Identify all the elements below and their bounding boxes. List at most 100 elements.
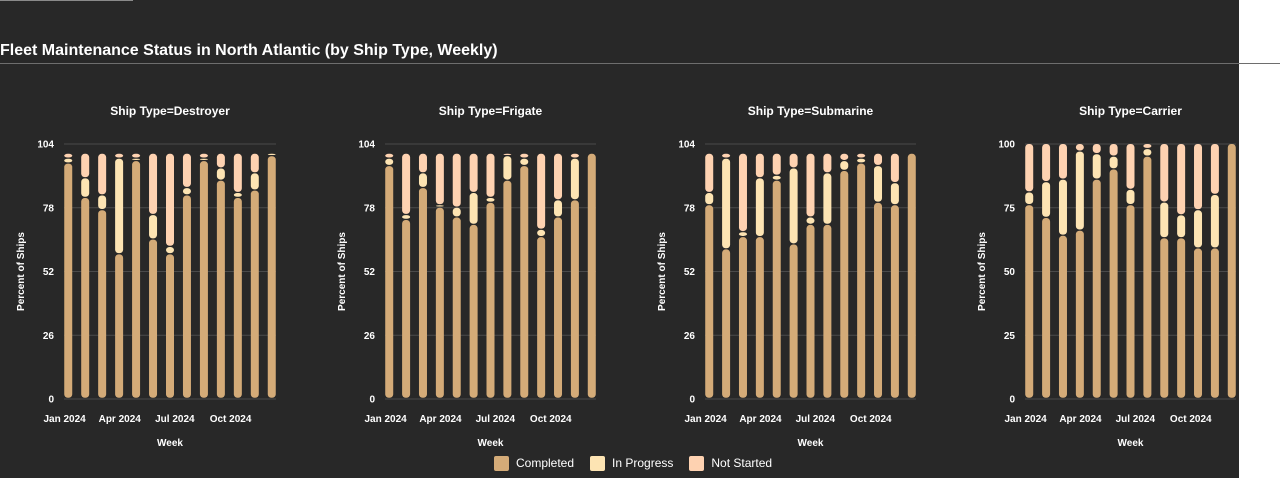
bar-completed[interactable] bbox=[722, 249, 731, 398]
bar-in-progress[interactable] bbox=[874, 166, 883, 202]
bar-not-started[interactable] bbox=[1058, 144, 1067, 179]
bar-in-progress[interactable] bbox=[250, 173, 259, 190]
bar-not-started[interactable] bbox=[1042, 144, 1051, 182]
bar-in-progress[interactable] bbox=[520, 158, 529, 165]
bar-not-started[interactable] bbox=[537, 153, 546, 229]
bar-not-started[interactable] bbox=[806, 153, 815, 217]
bar-completed[interactable] bbox=[907, 153, 916, 398]
bar-completed[interactable] bbox=[1042, 217, 1051, 398]
bar-not-started[interactable] bbox=[216, 153, 225, 168]
bar-in-progress[interactable] bbox=[1025, 192, 1034, 204]
bar-not-started[interactable] bbox=[772, 153, 781, 175]
bar-in-progress[interactable] bbox=[738, 232, 747, 236]
bar-completed[interactable] bbox=[1092, 179, 1101, 398]
bar-not-started[interactable] bbox=[1025, 144, 1034, 192]
bar-completed[interactable] bbox=[402, 220, 411, 398]
bar-in-progress[interactable] bbox=[890, 183, 899, 205]
bar-in-progress[interactable] bbox=[503, 156, 512, 180]
bar-completed[interactable] bbox=[166, 254, 174, 398]
legend-item-not-started[interactable]: Not Started bbox=[689, 455, 772, 471]
bar-completed[interactable] bbox=[823, 224, 832, 398]
bar-in-progress[interactable] bbox=[199, 158, 208, 160]
bar-not-started[interactable] bbox=[789, 153, 798, 168]
bar-completed[interactable] bbox=[772, 180, 781, 398]
bar-completed[interactable] bbox=[1177, 238, 1186, 398]
bar-in-progress[interactable] bbox=[385, 158, 394, 165]
bar-not-started[interactable] bbox=[115, 153, 124, 158]
bar-not-started[interactable] bbox=[1143, 144, 1152, 148]
bar-completed[interactable] bbox=[115, 254, 124, 398]
bar-completed[interactable] bbox=[233, 197, 242, 398]
bar-in-progress[interactable] bbox=[115, 158, 124, 254]
bar-not-started[interactable] bbox=[233, 153, 242, 192]
bar-completed[interactable] bbox=[789, 244, 798, 398]
bar-not-started[interactable] bbox=[1109, 144, 1118, 156]
bar-in-progress[interactable] bbox=[755, 178, 764, 236]
bar-not-started[interactable] bbox=[149, 153, 158, 214]
bar-in-progress[interactable] bbox=[1177, 215, 1186, 238]
bar-in-progress[interactable] bbox=[1109, 156, 1118, 169]
bar-completed[interactable] bbox=[98, 210, 107, 398]
bar-in-progress[interactable] bbox=[1058, 179, 1067, 235]
bar-not-started[interactable] bbox=[1177, 144, 1186, 215]
bar-completed[interactable] bbox=[1025, 205, 1034, 398]
bar-completed[interactable] bbox=[182, 195, 191, 398]
bar-not-started[interactable] bbox=[874, 153, 883, 165]
bar-completed[interactable] bbox=[469, 224, 478, 398]
bar-in-progress[interactable] bbox=[789, 168, 798, 244]
bar-not-started[interactable] bbox=[166, 153, 174, 246]
bar-not-started[interactable] bbox=[1126, 144, 1135, 189]
bar-in-progress[interactable] bbox=[182, 188, 191, 195]
bar-in-progress[interactable] bbox=[132, 158, 141, 160]
bar-completed[interactable] bbox=[1143, 156, 1152, 398]
bar-in-progress[interactable] bbox=[1126, 189, 1135, 204]
bar-completed[interactable] bbox=[1075, 230, 1084, 398]
bar-completed[interactable] bbox=[132, 161, 141, 398]
bar-not-started[interactable] bbox=[722, 153, 731, 158]
bar-completed[interactable] bbox=[486, 202, 495, 398]
bar-not-started[interactable] bbox=[435, 153, 444, 205]
bar-not-started[interactable] bbox=[570, 153, 579, 158]
bar-completed[interactable] bbox=[149, 239, 158, 398]
bar-completed[interactable] bbox=[1210, 248, 1219, 398]
bar-in-progress[interactable] bbox=[857, 158, 866, 163]
bar-in-progress[interactable] bbox=[1210, 195, 1219, 248]
bar-in-progress[interactable] bbox=[418, 173, 427, 187]
bar-in-progress[interactable] bbox=[452, 207, 461, 217]
bar-completed[interactable] bbox=[857, 163, 866, 398]
bar-not-started[interactable] bbox=[503, 153, 512, 156]
bar-completed[interactable] bbox=[1227, 144, 1236, 398]
bar-completed[interactable] bbox=[587, 153, 596, 398]
bar-completed[interactable] bbox=[81, 197, 90, 398]
bar-completed[interactable] bbox=[874, 202, 883, 398]
bar-in-progress[interactable] bbox=[722, 158, 731, 249]
bar-not-started[interactable] bbox=[554, 153, 563, 200]
bar-completed[interactable] bbox=[418, 188, 427, 398]
bar-completed[interactable] bbox=[520, 166, 529, 398]
bar-not-started[interactable] bbox=[1160, 144, 1169, 202]
bar-not-started[interactable] bbox=[182, 153, 191, 187]
bar-not-started[interactable] bbox=[1194, 144, 1203, 210]
bar-in-progress[interactable] bbox=[1160, 202, 1169, 238]
bar-in-progress[interactable] bbox=[1092, 154, 1101, 179]
bar-not-started[interactable] bbox=[385, 153, 394, 158]
bar-completed[interactable] bbox=[738, 237, 747, 398]
bar-not-started[interactable] bbox=[132, 153, 141, 158]
bar-completed[interactable] bbox=[537, 237, 546, 398]
bar-in-progress[interactable] bbox=[469, 193, 478, 224]
bar-not-started[interactable] bbox=[250, 153, 259, 173]
bar-in-progress[interactable] bbox=[149, 215, 158, 239]
bar-in-progress[interactable] bbox=[435, 205, 444, 207]
bar-not-started[interactable] bbox=[755, 153, 764, 178]
bar-in-progress[interactable] bbox=[402, 215, 411, 219]
bar-in-progress[interactable] bbox=[537, 229, 546, 236]
bar-in-progress[interactable] bbox=[166, 246, 174, 254]
bar-not-started[interactable] bbox=[199, 153, 208, 158]
bar-not-started[interactable] bbox=[705, 153, 714, 192]
bar-in-progress[interactable] bbox=[267, 153, 276, 156]
bar-completed[interactable] bbox=[1160, 238, 1169, 398]
bar-in-progress[interactable] bbox=[64, 158, 73, 163]
bar-not-started[interactable] bbox=[1075, 144, 1084, 151]
bar-not-started[interactable] bbox=[81, 153, 90, 178]
bar-completed[interactable] bbox=[385, 166, 394, 398]
